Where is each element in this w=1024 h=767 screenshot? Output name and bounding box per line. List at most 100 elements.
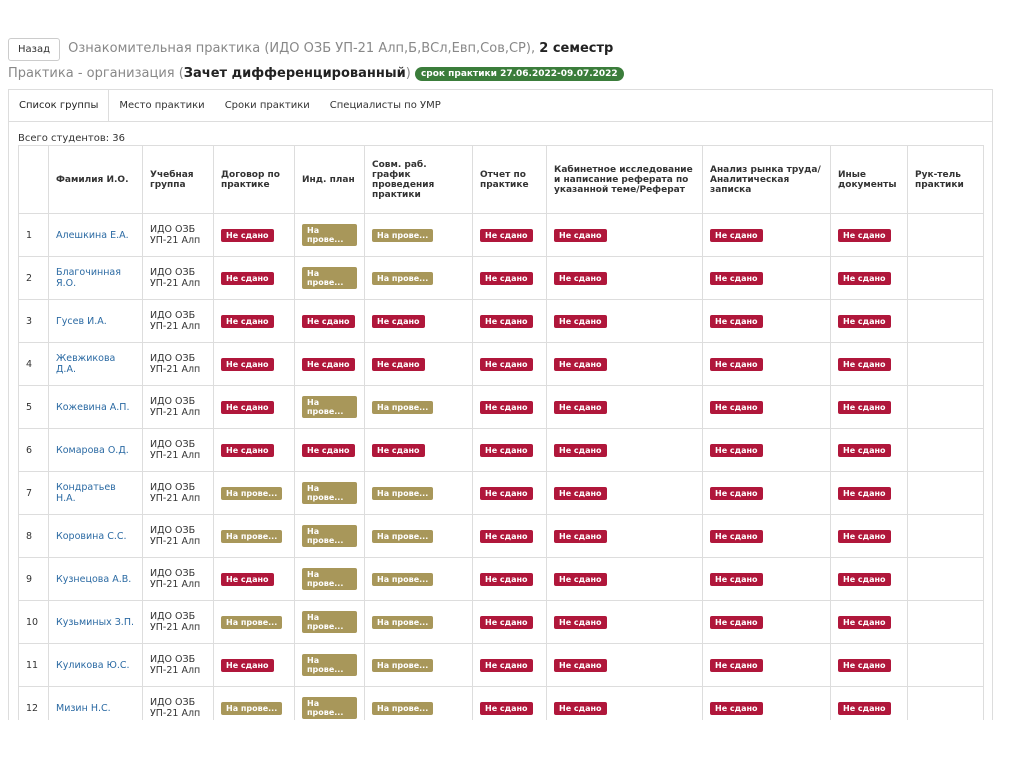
status-badge: Не сдано: [838, 529, 891, 543]
status-cell: Не сдано: [213, 299, 295, 343]
subtitle-prefix: Практика - организация (: [8, 66, 184, 81]
student-name[interactable]: Жевжикова Д.А.: [48, 342, 143, 386]
students-table: Фамилия И.О. Учебная группа Договор по пра…: [18, 145, 984, 720]
status-cell: Не сдано: [364, 342, 473, 386]
student-name[interactable]: Алешкина Е.А.: [48, 213, 143, 257]
study-group: ИДО ОЗБ УП-21 Алп: [142, 686, 214, 720]
status-badge: Не сдано: [710, 486, 763, 500]
status-badge: Не сдано: [710, 701, 763, 715]
status-cell: Не сдано: [546, 299, 703, 343]
status-badge: Не сдано: [221, 658, 274, 672]
subtitle-suffix: ): [405, 66, 411, 81]
tab[interactable]: Сроки практики: [224, 100, 310, 111]
status-badge: Не сдано: [221, 228, 274, 242]
column-header: Анализ рынка труда/ Аналитическая записк…: [702, 145, 831, 214]
status-badge: На прове...: [372, 228, 434, 242]
status-badge: На прове...: [372, 400, 434, 414]
status-badge: На прове...: [221, 615, 283, 629]
status-badge: Не сдано: [710, 658, 763, 672]
status-cell: Не сдано: [472, 213, 547, 257]
status-badge: Не сдано: [710, 400, 763, 414]
column-header: Фамилия И.О.: [48, 145, 143, 214]
status-badge: Не сдано: [480, 443, 533, 457]
supervisor-cell: [907, 213, 984, 257]
status-cell: Не сдано: [546, 213, 703, 257]
status-cell: Не сдано: [830, 342, 908, 386]
student-name[interactable]: Кузьминых З.П.: [48, 600, 143, 644]
status-badge: Не сдано: [710, 572, 763, 586]
student-name[interactable]: Благочинная Я.О.: [48, 256, 143, 300]
status-cell: Не сдано: [830, 514, 908, 558]
status-cell: Не сдано: [702, 471, 831, 515]
row-number: 2: [18, 256, 49, 300]
status-cell: Не сдано: [830, 557, 908, 601]
status-badge: На прове...: [372, 658, 434, 672]
row-number: 1: [18, 213, 49, 257]
status-badge: Не сдано: [221, 400, 274, 414]
tab[interactable]: Список группы: [9, 90, 110, 121]
status-badge: Не сдано: [554, 314, 607, 328]
status-cell: Не сдано: [213, 385, 295, 429]
status-badge: Не сдано: [554, 486, 607, 500]
status-badge: Не сдано: [480, 314, 533, 328]
status-badge: Не сдано: [710, 228, 763, 242]
status-cell: Не сдано: [364, 299, 473, 343]
back-button[interactable]: Назад: [8, 38, 61, 61]
status-cell: Не сдано: [472, 643, 547, 687]
status-badge: Не сдано: [221, 314, 274, 328]
study-group: ИДО ОЗБ УП-21 Алп: [142, 471, 214, 515]
table-row: 5 Кожевина А.П. ИДО ОЗБ УП-21 Алп Не сдано Н…: [18, 385, 984, 429]
tab[interactable]: Специалисты по УМР: [329, 100, 441, 111]
status-badge: Не сдано: [838, 357, 891, 371]
status-badge: Не сдано: [372, 357, 425, 371]
status-cell: Не сдано: [546, 256, 703, 300]
status-cell: Не сдано: [702, 600, 831, 644]
student-name[interactable]: Гусев И.А.: [48, 299, 143, 343]
tab[interactable]: Место практики: [119, 100, 205, 111]
status-cell: На прове...: [364, 213, 473, 257]
status-cell: Не сдано: [472, 342, 547, 386]
status-badge: Не сдано: [480, 271, 533, 285]
status-badge: Не сдано: [838, 314, 891, 328]
study-group: ИДО ОЗБ УП-21 Алп: [142, 256, 214, 300]
study-group: ИДО ОЗБ УП-21 Алп: [142, 213, 214, 257]
status-cell: Не сдано: [364, 428, 473, 472]
status-badge: На прове...: [302, 525, 357, 547]
student-name[interactable]: Кожевина А.П.: [48, 385, 143, 429]
status-cell: Не сдано: [546, 514, 703, 558]
status-badge: Не сдано: [554, 400, 607, 414]
column-header: Договор по практике: [213, 145, 295, 214]
status-badge: Не сдано: [554, 615, 607, 629]
student-name[interactable]: Кузнецова А.В.: [48, 557, 143, 601]
student-name[interactable]: Куликова Ю.С.: [48, 643, 143, 687]
status-badge: На прове...: [221, 701, 283, 715]
status-cell: Не сдано: [702, 557, 831, 601]
row-number: 6: [18, 428, 49, 472]
table-row: 4 Жевжикова Д.А. ИДО ОЗБ УП-21 Алп Не сдано…: [18, 342, 984, 386]
status-badge: Не сдано: [480, 228, 533, 242]
student-name[interactable]: Мизин Н.С.: [48, 686, 143, 720]
status-badge: На прове...: [372, 486, 434, 500]
status-badge: Не сдано: [221, 443, 274, 457]
status-cell: Не сдано: [472, 256, 547, 300]
status-cell: На прове...: [364, 686, 473, 720]
status-cell: На прове...: [213, 600, 295, 644]
status-cell: На прове...: [364, 471, 473, 515]
status-badge: Не сдано: [480, 615, 533, 629]
status-cell: На прове...: [213, 471, 295, 515]
status-cell: Не сдано: [830, 600, 908, 644]
status-cell: На прове...: [364, 557, 473, 601]
status-cell: Не сдано: [830, 299, 908, 343]
status-cell: На прове...: [364, 514, 473, 558]
status-cell: Не сдано: [702, 385, 831, 429]
student-name[interactable]: Коровина С.С.: [48, 514, 143, 558]
supervisor-cell: [907, 686, 984, 720]
table-row: 8 Коровина С.С. ИДО ОЗБ УП-21 Алп На прове.…: [18, 514, 984, 558]
table-row: 11 Куликова Ю.С. ИДО ОЗБ УП-21 Алп Не сдано…: [18, 643, 984, 687]
study-group: ИДО ОЗБ УП-21 Алп: [142, 342, 214, 386]
status-badge: На прове...: [372, 529, 434, 543]
row-number: 3: [18, 299, 49, 343]
student-name[interactable]: Кондратьев Н.А.: [48, 471, 143, 515]
table-row: 6 Комарова О.Д. ИДО ОЗБ УП-21 Алп Не сдано Н…: [18, 428, 984, 472]
student-name[interactable]: Комарова О.Д.: [48, 428, 143, 472]
